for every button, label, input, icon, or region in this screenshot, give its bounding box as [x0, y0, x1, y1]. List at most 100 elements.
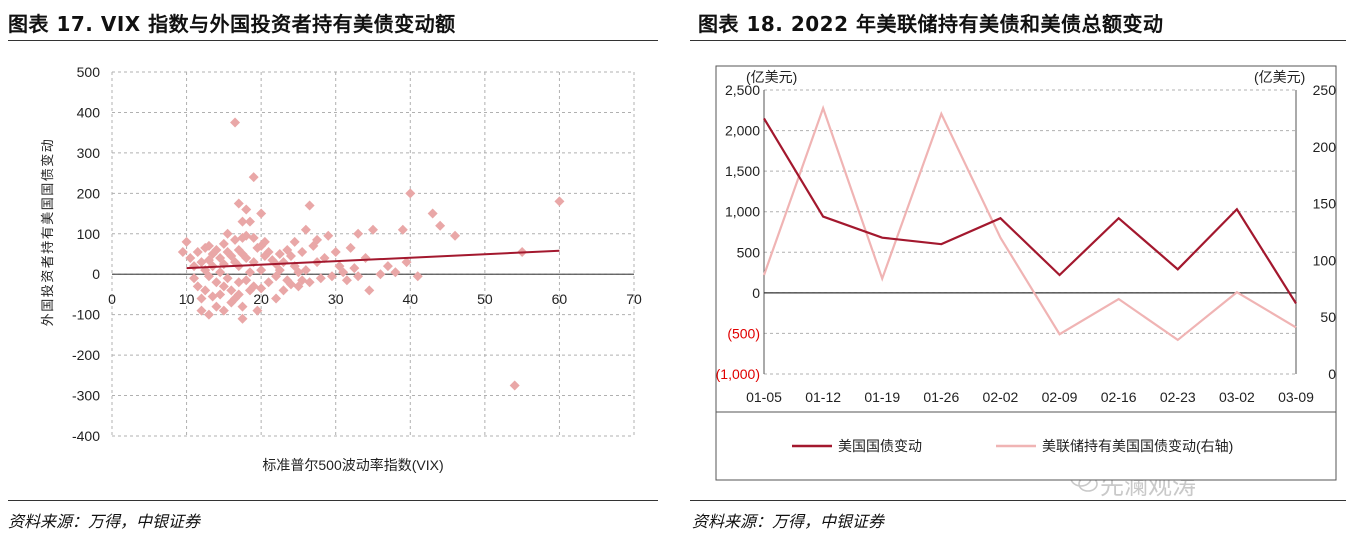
- data-point: [256, 283, 267, 294]
- data-point: [263, 277, 274, 288]
- title-divider: [8, 40, 658, 41]
- y2-tick-label: 200: [1313, 139, 1337, 155]
- y2-tick-label: 0: [1328, 366, 1336, 382]
- data-point: [237, 301, 248, 312]
- data-point: [233, 198, 244, 209]
- x-tick-label: 02-09: [1042, 389, 1078, 405]
- data-point: [274, 249, 285, 259]
- data-point: [185, 253, 196, 264]
- data-point: [218, 305, 229, 316]
- y-tick-label: 2,000: [725, 123, 760, 139]
- data-point: [353, 228, 364, 239]
- data-point: [218, 281, 229, 292]
- legend-label: 美联储持有美国国债变动(右轴): [1042, 438, 1233, 454]
- data-point: [244, 216, 255, 227]
- data-point: [196, 257, 207, 268]
- data-point: [207, 291, 218, 302]
- data-point: [252, 305, 263, 316]
- y-tick-label: 100: [77, 226, 101, 242]
- y2-tick-label: 150: [1313, 196, 1337, 212]
- y-tick-label: -100: [72, 307, 100, 323]
- data-point: [289, 236, 300, 247]
- data-point: [285, 251, 296, 262]
- series-line-fed: [762, 104, 1297, 342]
- x-tick-label: 03-09: [1278, 389, 1314, 405]
- source-note: 资料来源：万得，中银证券: [8, 512, 201, 531]
- legend-label: 美国国债变动: [838, 438, 922, 454]
- x-tick-label: 20: [253, 291, 269, 307]
- data-point: [203, 271, 214, 282]
- data-point: [241, 253, 252, 264]
- series-line-total: [763, 117, 1297, 304]
- data-point: [304, 200, 315, 211]
- y-tick-label: 400: [77, 104, 101, 120]
- data-point: [450, 230, 461, 241]
- data-point: [181, 236, 192, 247]
- data-point: [390, 267, 401, 278]
- x-axis-label: 标准普尔500波动率指数(VIX): [262, 457, 443, 473]
- x-tick-label: 60: [552, 291, 568, 307]
- data-point: [211, 244, 222, 255]
- x-tick-label: 70: [626, 291, 642, 307]
- x-tick-label: 01-12: [805, 389, 841, 405]
- data-point: [244, 267, 255, 278]
- data-point: [218, 238, 229, 249]
- source-note: 资料来源：万得，中银证券: [692, 512, 885, 531]
- y-tick-label: 1,000: [725, 204, 760, 220]
- x-tick-label: 0: [108, 291, 116, 307]
- data-point: [222, 273, 233, 284]
- data-point: [341, 275, 352, 286]
- data-point: [319, 253, 330, 264]
- y-tick-label: -400: [72, 428, 100, 444]
- y-axis-label: 外国投资者持有美国国债变动: [40, 138, 55, 327]
- data-point: [364, 285, 375, 296]
- data-point: [435, 220, 446, 231]
- data-point: [330, 246, 341, 257]
- data-point: [248, 281, 259, 292]
- data-point: [304, 277, 315, 288]
- y-tick-label: 1,500: [725, 163, 760, 179]
- data-point: [274, 265, 285, 276]
- data-point: [192, 281, 203, 292]
- data-point: [192, 246, 203, 257]
- y-axis-unit: (亿美元): [746, 69, 797, 85]
- data-point: [241, 204, 252, 215]
- data-point: [230, 234, 241, 245]
- y2-tick-label: 100: [1313, 252, 1337, 268]
- chart-title: 图表 18. 2022 年美联储持有美债和美债总额变动: [698, 12, 1164, 36]
- data-point: [241, 275, 252, 286]
- data-point: [256, 265, 267, 276]
- data-point: [405, 188, 416, 199]
- data-point: [230, 117, 241, 128]
- data-point: [338, 267, 349, 278]
- data-point: [554, 196, 565, 207]
- data-point: [397, 224, 408, 235]
- data-point: [509, 380, 520, 391]
- data-point: [215, 267, 226, 278]
- data-point: [300, 224, 311, 235]
- x-tick-label: 30: [328, 291, 344, 307]
- y2-tick-label: 50: [1320, 309, 1336, 325]
- data-point: [285, 279, 296, 290]
- y-tick-label: 0: [752, 285, 760, 301]
- data-point: [315, 273, 326, 284]
- data-point: [326, 271, 337, 282]
- data-point: [353, 271, 364, 282]
- chart-title: 图表 17. VIX 指数与外国投资者持有美债变动额: [8, 12, 456, 36]
- data-point: [412, 271, 423, 282]
- data-point: [401, 257, 412, 268]
- data-point: [271, 293, 282, 304]
- data-point: [427, 208, 438, 219]
- x-tick-label: 01-05: [746, 389, 782, 405]
- y-tick-label: (500): [727, 325, 760, 341]
- data-point: [248, 172, 259, 183]
- title-divider: [690, 40, 1346, 41]
- source-divider: [690, 500, 1346, 501]
- y-tick-label: -200: [72, 347, 100, 363]
- x-tick-label: 01-26: [923, 389, 959, 405]
- y2-axis-unit: (亿美元): [1254, 69, 1305, 85]
- data-point: [222, 228, 233, 239]
- data-point: [297, 246, 308, 257]
